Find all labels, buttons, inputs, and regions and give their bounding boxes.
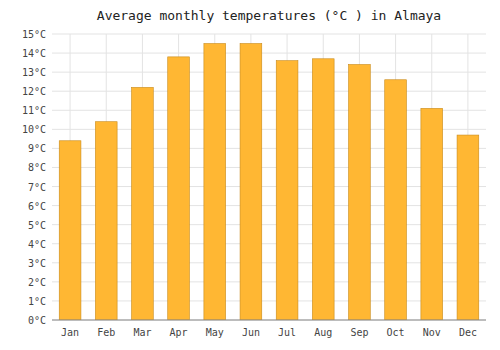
- x-tick-label: Dec: [459, 327, 477, 338]
- y-tick-label: 9°C: [28, 143, 46, 154]
- y-tick-label: 14°C: [22, 48, 46, 59]
- y-tick-label: 12°C: [22, 86, 46, 97]
- y-tick-label: 15°C: [22, 29, 46, 40]
- y-grid-line: [52, 72, 486, 73]
- y-tick-label: 4°C: [28, 239, 46, 250]
- x-tick-label: May: [206, 327, 224, 338]
- x-tick-label: Jul: [278, 327, 296, 338]
- bars: [59, 44, 479, 320]
- bar: [421, 108, 443, 320]
- chart-container: Average monthly temperatures (°C ) in Al…: [0, 0, 500, 350]
- y-tick-label: 1°C: [28, 296, 46, 307]
- y-grid-line: [52, 34, 486, 35]
- x-tick-label: Mar: [133, 327, 151, 338]
- x-tick-label: Jan: [61, 327, 79, 338]
- x-tick-label: Aug: [314, 327, 332, 338]
- y-grid-line: [52, 320, 486, 321]
- y-tick-label: 7°C: [28, 182, 46, 193]
- chart: Average monthly temperatures (°C ) in Al…: [0, 0, 500, 350]
- y-tick-label: 6°C: [28, 201, 46, 212]
- y-tick-label: 11°C: [22, 105, 46, 116]
- bar: [349, 65, 371, 320]
- bar: [132, 87, 154, 320]
- bar: [240, 44, 262, 320]
- x-tick-label: Feb: [97, 327, 115, 338]
- x-tick-label: Sep: [350, 327, 368, 338]
- bar: [457, 135, 479, 320]
- y-grid-line: [52, 53, 486, 54]
- y-tick-label: 3°C: [28, 258, 46, 269]
- bar: [168, 57, 190, 320]
- y-tick-label: 0°C: [28, 315, 46, 326]
- bar: [385, 80, 407, 320]
- y-tick-label: 10°C: [22, 124, 46, 135]
- x-tick-label: Apr: [170, 327, 188, 338]
- y-grid-line: [52, 91, 486, 92]
- bar: [59, 141, 81, 320]
- y-tick-label: 8°C: [28, 162, 46, 173]
- title: Average monthly temperatures (°C ) in Al…: [97, 8, 441, 23]
- x-tick-label: Nov: [423, 327, 441, 338]
- x-tick-label: Oct: [387, 327, 405, 338]
- grid: [52, 34, 486, 320]
- y-tick-label: 2°C: [28, 277, 46, 288]
- bar: [276, 61, 298, 320]
- x-axis-line: [52, 320, 486, 321]
- x-tick-label: Jun: [242, 327, 260, 338]
- y-tick-label: 5°C: [28, 220, 46, 231]
- y-tick-label: 13°C: [22, 67, 46, 78]
- bar: [312, 59, 334, 320]
- bar: [95, 122, 117, 320]
- bar: [204, 44, 226, 320]
